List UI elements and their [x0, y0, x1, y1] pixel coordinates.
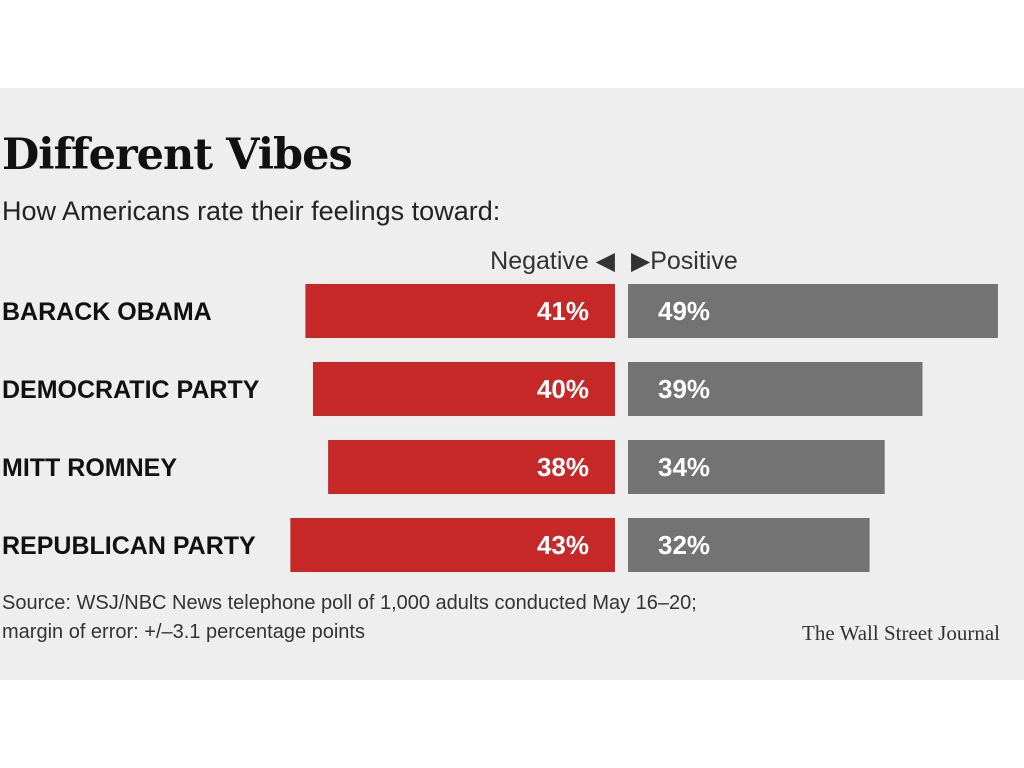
negative-bar — [313, 362, 615, 416]
negative-bar — [305, 284, 615, 338]
negative-value-label: 38% — [537, 452, 589, 482]
positive-bar — [628, 362, 923, 416]
legend-negative: Negative ◀ — [490, 247, 615, 275]
legend-positive: ▶Positive — [631, 247, 738, 275]
chart-subtitle: How Americans rate their feelings toward… — [2, 196, 501, 226]
source-note-line2: margin of error: +/–3.1 percentage point… — [2, 621, 365, 643]
row-label: MITT ROMNEY — [2, 454, 177, 482]
negative-value-label: 40% — [537, 374, 589, 404]
negative-value-label: 41% — [537, 296, 589, 326]
positive-bar — [628, 518, 870, 572]
source-note-line1: Source: WSJ/NBC News telephone poll of 1… — [2, 592, 697, 614]
positive-value-label: 49% — [658, 296, 710, 326]
negative-bar — [290, 518, 615, 572]
chart-title: Different Vibes — [2, 130, 353, 180]
positive-value-label: 39% — [658, 374, 710, 404]
publisher-credit: The Wall Street Journal — [802, 621, 1000, 645]
positive-bar — [628, 440, 885, 494]
row-label: BARACK OBAMA — [2, 298, 212, 326]
row-label: DEMOCRATIC PARTY — [2, 376, 260, 404]
negative-bar — [328, 440, 615, 494]
positive-bar — [628, 284, 998, 338]
negative-value-label: 43% — [537, 530, 589, 560]
row-label: REPUBLICAN PARTY — [2, 532, 256, 560]
positive-value-label: 32% — [658, 530, 710, 560]
positive-value-label: 34% — [658, 452, 710, 482]
